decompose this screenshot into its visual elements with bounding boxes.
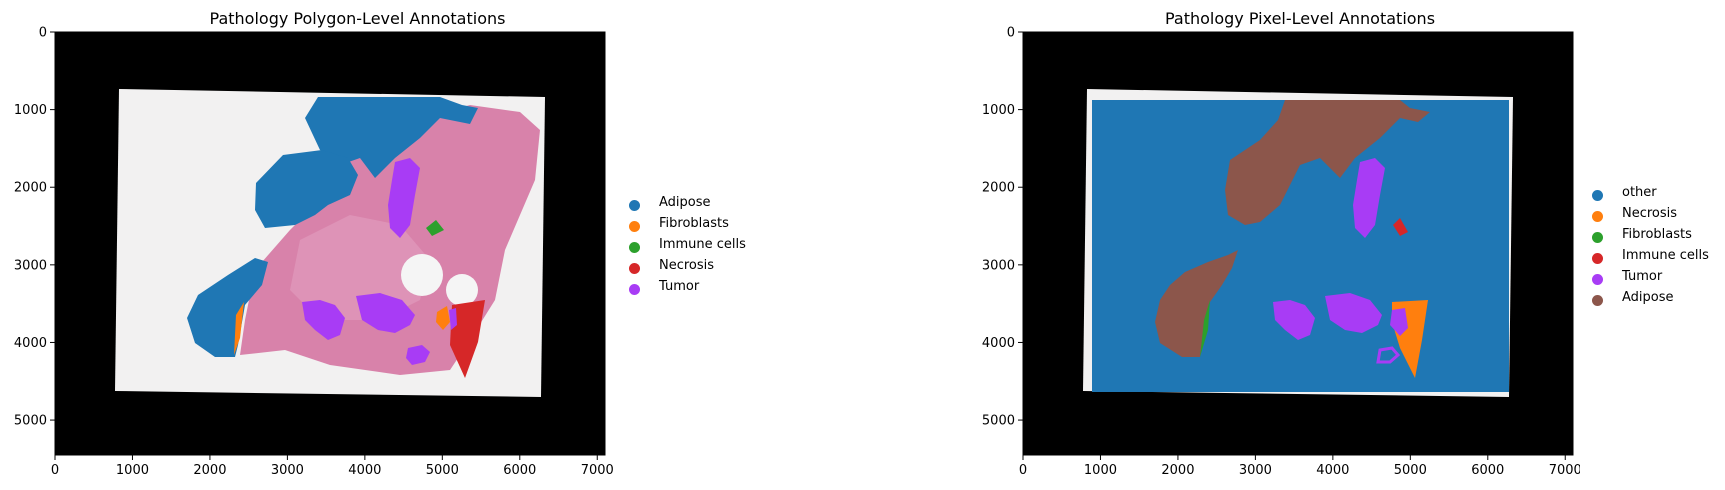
legend-label: other	[1622, 185, 1657, 200]
adipose-region	[305, 97, 478, 178]
necrosis-region	[450, 300, 485, 378]
x-tick-label: 4000	[348, 463, 381, 478]
y-tick-label: 0	[39, 26, 47, 41]
tumor-region	[302, 300, 345, 340]
x-tick-label: 4000	[1316, 463, 1349, 478]
x-tick-label: 1000	[116, 463, 149, 478]
x-tick-label: 2000	[193, 463, 226, 478]
tumor-region	[1325, 293, 1382, 333]
right-panel-title: Pathology Pixel-Level Annotations	[1164, 9, 1436, 28]
legend-label: Necrosis	[1622, 206, 1678, 221]
tumor-region	[449, 308, 457, 330]
tumor-region	[388, 158, 420, 238]
adipose-region	[1155, 250, 1238, 357]
legend-marker	[1592, 232, 1603, 243]
y-tick-label: 4000	[14, 336, 47, 351]
right-axis-ticks: 0 1000 2000 3000 4000 5000 6000 7000 0 1000 2000 30…	[982, 26, 1580, 479]
y-tick-label: 3000	[14, 258, 47, 273]
x-tick-label: 7000	[1549, 463, 1580, 478]
immune-cells-region	[426, 220, 444, 236]
tumor-region	[1353, 158, 1385, 238]
fibroblasts-region	[234, 302, 244, 355]
legend-label: Immune cells	[1622, 248, 1709, 263]
tumor-region	[1390, 308, 1408, 336]
y-tick-label: 3000	[982, 258, 1015, 273]
legend-marker	[629, 221, 640, 232]
y-tick-label: 2000	[14, 181, 47, 196]
legend-marker	[629, 242, 640, 253]
x-tick-label: 5000	[1394, 463, 1427, 478]
y-tick-label: 2000	[982, 181, 1015, 196]
legend-label: Adipose	[659, 195, 711, 210]
immune-cells-region	[1393, 218, 1408, 236]
legend-marker	[1592, 211, 1603, 222]
x-tick-label: 2000	[1161, 463, 1194, 478]
left-axis-ticks: 0 1000 2000 3000 4000 5000 6000 7000 0 1000 2000 30…	[14, 26, 614, 479]
y-tick-label: 5000	[14, 414, 47, 429]
y-tick-label: 1000	[14, 103, 47, 118]
x-tick-label: 6000	[1471, 463, 1504, 478]
fibroblasts-region	[1200, 300, 1210, 357]
legend-label: Immune cells	[659, 237, 746, 252]
x-tick-label: 3000	[1239, 463, 1272, 478]
legend-label: Adipose	[1622, 290, 1674, 305]
left-axes-frame	[54, 31, 606, 456]
left-panel-image: 0 1000 2000 3000 4000 5000 6000 7000 0 1000 2000 30…	[14, 26, 614, 479]
legend-marker	[629, 284, 640, 295]
legend-marker	[1592, 190, 1603, 201]
fibroblasts-region	[436, 306, 450, 330]
x-tick-label: 7000	[581, 463, 614, 478]
right-panel-image: 0 1000 2000 3000 4000 5000 6000 7000 0 1000 2000 30…	[982, 26, 1580, 479]
tissue-hole	[446, 274, 478, 306]
y-tick-label: 5000	[982, 414, 1015, 429]
legend-marker	[1592, 274, 1603, 285]
legend-label: Fibroblasts	[1622, 227, 1692, 242]
right-axes-frame	[1022, 31, 1574, 456]
legend-marker	[1592, 295, 1603, 306]
right-legend: other Necrosis Fibroblasts Immune cells Tumo…	[1592, 184, 1717, 314]
legend-marker	[629, 200, 640, 211]
x-tick-label: 0	[1019, 463, 1027, 478]
y-tick-label: 1000	[982, 103, 1015, 118]
tissue-hole	[401, 254, 443, 296]
left-legend: Adipose Fibroblasts Immune cells Necrosis Tu…	[629, 194, 749, 304]
legend-label: Tumor	[1622, 269, 1663, 284]
legend-label: Fibroblasts	[659, 216, 729, 231]
tumor-region	[356, 293, 415, 333]
tumor-region	[1273, 300, 1315, 340]
pink-tissue-texture	[290, 215, 430, 320]
x-tick-label: 6000	[503, 463, 536, 478]
tumor-region	[406, 345, 430, 365]
legend-marker	[629, 263, 640, 274]
x-tick-label: 5000	[426, 463, 459, 478]
legend-marker	[1592, 253, 1603, 264]
tumor-region	[1376, 346, 1401, 364]
y-tick-label: 0	[1007, 26, 1015, 41]
y-tick-label: 4000	[982, 336, 1015, 351]
adipose-region	[1225, 100, 1430, 225]
x-tick-label: 3000	[271, 463, 304, 478]
legend-label: Necrosis	[659, 258, 715, 273]
legend-label: Tumor	[659, 279, 700, 294]
adipose-region	[187, 258, 268, 357]
x-tick-label: 1000	[1084, 463, 1117, 478]
x-tick-label: 0	[51, 463, 59, 478]
adipose-region	[255, 150, 358, 228]
left-panel-title: Pathology Polygon-Level Annotations	[209, 9, 506, 28]
